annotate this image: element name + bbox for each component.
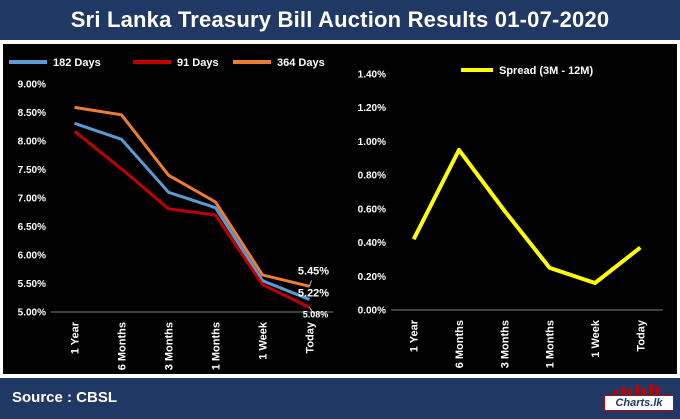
y-tick-label: 9.00% — [18, 80, 46, 91]
y-tick-label: 0.80% — [358, 171, 386, 182]
y-tick-label: 1.00% — [358, 137, 386, 148]
legend-label: Spread (3M - 12M) — [499, 65, 593, 77]
y-tick-label: 1.40% — [358, 70, 386, 81]
y-tick-label: 6.50% — [18, 222, 46, 233]
x-tick-label: 6 Months — [454, 320, 466, 368]
x-tick-label: 1 Year — [70, 321, 82, 354]
y-tick-label: 1.20% — [358, 103, 386, 114]
x-tick-label: 1 Week — [590, 319, 602, 358]
x-tick-label: 1 Months — [545, 320, 557, 368]
x-tick-label: Today — [635, 319, 647, 351]
y-tick-label: 5.50% — [18, 279, 46, 290]
data-label-leader — [309, 307, 314, 314]
legend-label: 91 Days — [177, 57, 219, 69]
page-title: Sri Lanka Treasury Bill Auction Results … — [70, 7, 610, 32]
y-tick-label: 6.00% — [18, 251, 46, 262]
data-label: 5.45% — [298, 265, 329, 277]
spread-chart: 0.00% 0.20% 0.40% 0.60% 0.80% 1.00% 1.20% 1.40%… — [358, 65, 663, 368]
x-tick-label: 1 Week — [258, 321, 270, 360]
y-tick-label: 7.50% — [18, 165, 46, 176]
charts-lk-logo: Charts.lk — [604, 384, 674, 414]
footer: Source : CBSL — [0, 378, 680, 419]
logo-bars-icon — [612, 384, 668, 394]
legend-label: 182 Days — [53, 57, 101, 69]
source-label: Source : CBSL — [12, 389, 118, 406]
series-line — [411, 147, 642, 285]
x-tick-label: 3 Months — [499, 320, 511, 368]
y-tick-label: 5.00% — [18, 308, 46, 319]
title-bar: Sri Lanka Treasury Bill Auction Results … — [0, 0, 680, 40]
data-label-leader — [309, 280, 312, 287]
data-label: 5.08% — [303, 309, 329, 319]
x-tick-label: 1 Months — [211, 322, 223, 370]
x-tick-label: 1 Year — [409, 319, 421, 352]
x-tick-label: 6 Months — [117, 322, 129, 370]
y-tick-label: 0.40% — [358, 238, 386, 249]
logo-wordmark: Charts.lk — [604, 395, 674, 411]
y-tick-label: 7.00% — [18, 194, 46, 205]
x-tick-label: 3 Months — [164, 322, 176, 370]
y-tick-label: 0.20% — [358, 272, 386, 283]
y-tick-label: 8.00% — [18, 137, 46, 148]
series-line — [73, 130, 311, 309]
y-tick-label: 0.60% — [358, 204, 386, 215]
series-line — [74, 105, 310, 288]
y-tick-label: 0.00% — [358, 306, 386, 317]
chart-area: 5.00% 5.50% 6.00% 6.50% 7.00% 7.50% 8.00% 8.50%… — [3, 44, 677, 374]
legend-label: 364 Days — [277, 57, 325, 69]
y-tick-label: 8.50% — [18, 108, 46, 119]
series-line — [74, 121, 311, 301]
x-tick-label: Today — [305, 321, 317, 353]
data-label: 5.22% — [298, 287, 329, 299]
rates-chart: 5.00% 5.50% 6.00% 6.50% 7.00% 7.50% 8.00% 8.50%… — [9, 57, 333, 370]
